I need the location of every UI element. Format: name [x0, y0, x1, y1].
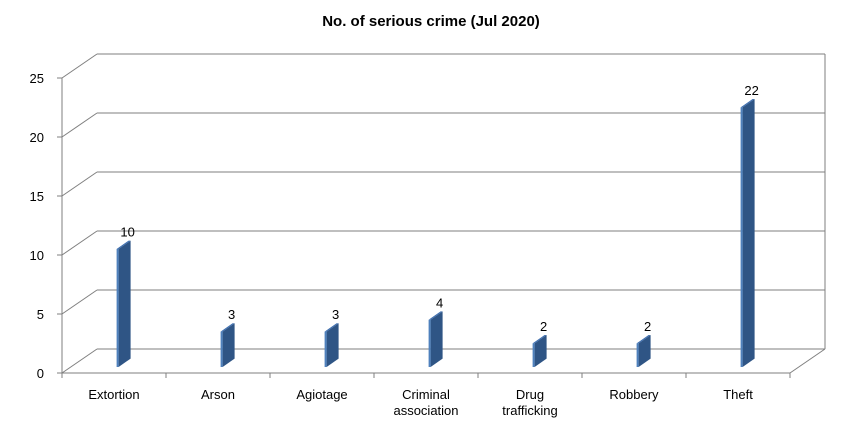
grid-diagonal	[61, 348, 98, 374]
bar-side	[222, 323, 235, 367]
bar	[324, 323, 339, 367]
grid-diagonal	[61, 289, 98, 315]
grid-diagonal	[61, 53, 98, 79]
axes: 0 5 10 15 20 25	[30, 71, 826, 381]
bar	[532, 335, 547, 367]
category-label-line: Extortion	[88, 387, 139, 402]
category-label: Theft	[723, 387, 753, 402]
bar-top	[532, 335, 547, 344]
data-label: 3	[332, 307, 339, 322]
bar-front	[324, 331, 327, 367]
bar-front	[220, 331, 223, 367]
grid-diagonal	[61, 171, 98, 197]
labels: 10 Extortion 3 Arson 3 Agiotage 4 Criminal assoc…	[88, 83, 758, 418]
bar	[116, 240, 131, 367]
data-label: 22	[744, 83, 758, 98]
bar-side	[326, 323, 339, 367]
category-label: Extortion	[88, 387, 139, 402]
y-tick-label: 25	[30, 71, 44, 86]
bar-side	[118, 240, 131, 367]
data-label: 3	[228, 307, 235, 322]
category-label-line: trafficking	[502, 403, 557, 418]
bar-top	[428, 311, 443, 320]
bar	[220, 323, 235, 367]
bar-top	[220, 323, 235, 332]
grid-diagonal	[61, 230, 98, 256]
category-label-line: Agiotage	[296, 387, 347, 402]
category-label: Robbery	[609, 387, 659, 402]
floor-side-edge	[789, 348, 826, 374]
bar-side	[430, 311, 443, 367]
bar	[636, 335, 651, 367]
category-label-line: Arson	[201, 387, 235, 402]
category-label-line: Drug	[516, 387, 544, 402]
category-label-line: Criminal	[402, 387, 450, 402]
y-tick-label: 0	[37, 366, 44, 381]
category-label: Arson	[201, 387, 235, 402]
data-label: 2	[644, 319, 651, 334]
bars	[116, 99, 755, 368]
category-label: Agiotage	[296, 387, 347, 402]
bar-top	[636, 335, 651, 344]
bar-top	[740, 99, 755, 108]
bar-front	[116, 249, 119, 367]
grid	[61, 53, 826, 374]
category-label: Drug trafficking	[502, 387, 557, 418]
bar	[740, 99, 755, 368]
bar-top	[116, 240, 131, 249]
bar-front	[428, 319, 431, 367]
chart-title: No. of serious crime (Jul 2020)	[322, 13, 540, 30]
bar-front	[740, 107, 743, 368]
grid-diagonal	[61, 112, 98, 138]
data-label: 10	[120, 225, 134, 240]
category-label-line: Robbery	[609, 387, 659, 402]
bar-side	[638, 335, 651, 367]
y-tick-label: 5	[37, 307, 44, 322]
bar	[428, 311, 443, 367]
y-tick-label: 20	[30, 130, 44, 145]
data-label: 2	[540, 319, 547, 334]
category-label: Criminal association	[393, 387, 458, 418]
y-tick-label: 15	[30, 189, 44, 204]
bar-front	[532, 343, 535, 367]
y-tick-label: 10	[30, 248, 44, 263]
category-label-line: Theft	[723, 387, 753, 402]
bar-top	[324, 323, 339, 332]
data-label: 4	[436, 295, 443, 310]
bar-side	[534, 335, 547, 367]
bar-side	[742, 99, 755, 367]
category-label-line: association	[393, 403, 458, 418]
bar-front	[636, 343, 639, 367]
